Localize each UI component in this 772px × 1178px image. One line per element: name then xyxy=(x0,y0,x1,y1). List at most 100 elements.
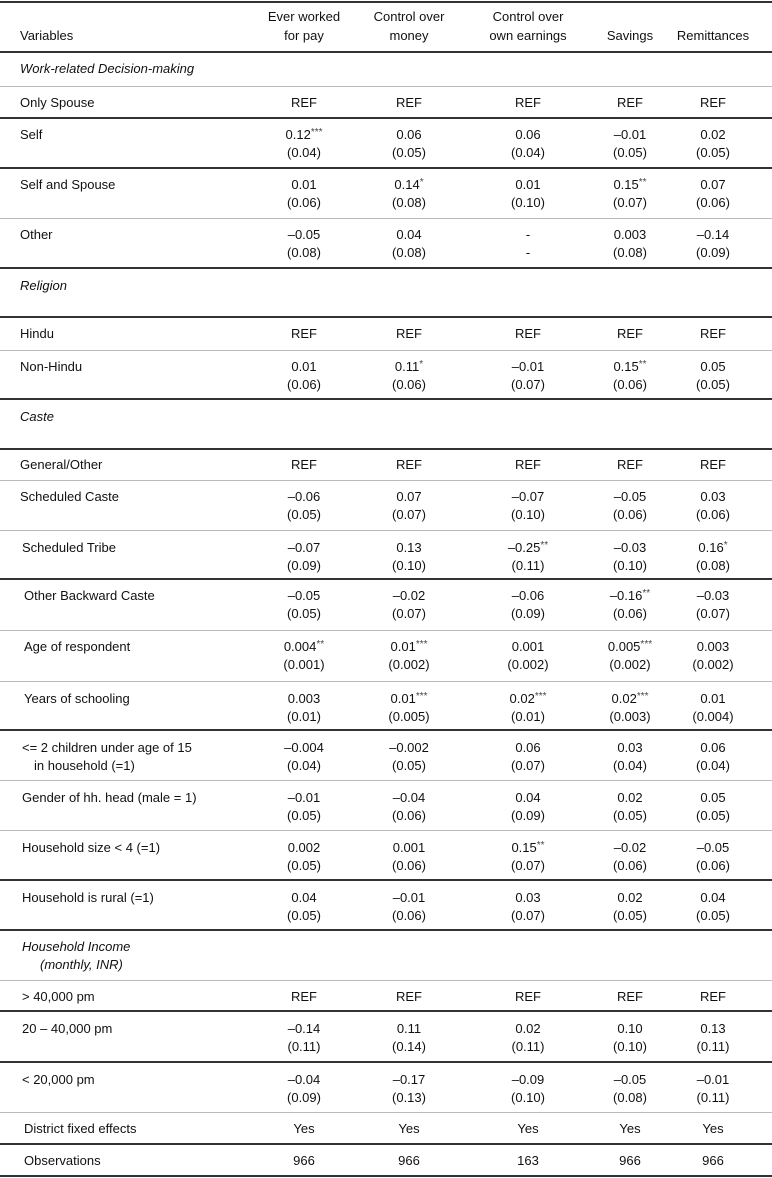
row-label-text: Other Backward Caste xyxy=(24,588,155,603)
section-header-row: Religion xyxy=(0,269,772,318)
row-label: 20 – 40,000 pm xyxy=(0,1012,253,1061)
coefficient: 966 xyxy=(398,1153,420,1168)
coefficient: 0.003 xyxy=(696,639,730,654)
coef-cell: 0.02*** (0.01) xyxy=(463,682,593,729)
coefficient: REF xyxy=(396,457,422,472)
coef-cell: –0.05 (0.05) xyxy=(253,580,355,630)
coefficient: 0.15 xyxy=(613,177,639,192)
coef-cell: 163 xyxy=(463,1145,593,1175)
coef-cell: 0.15** (0.06) xyxy=(593,351,667,398)
row-label: Scheduled Tribe xyxy=(0,531,253,578)
coef-cell: –0.05 (0.08) xyxy=(253,219,355,267)
coef-cell: 0.001 (0.06) xyxy=(355,831,463,879)
coefficient: 0.11 xyxy=(394,359,420,374)
coefficient: REF xyxy=(617,326,643,341)
row-label: Self and Spouse xyxy=(0,169,253,218)
standard-error: (0.05) xyxy=(696,377,730,392)
coefficient: 0.001 xyxy=(511,639,545,654)
header-line: Savings xyxy=(606,28,654,43)
header-line: Control over xyxy=(492,9,564,24)
coef-cell: –0.07 (0.10) xyxy=(463,481,593,530)
coefficient: REF xyxy=(617,989,643,1004)
table-row: Hindu REF REF REF REF REF xyxy=(0,318,772,351)
coefficient: Yes xyxy=(293,1121,315,1136)
standard-error: (0.04) xyxy=(511,145,545,160)
coef-cell: –0.03 (0.07) xyxy=(667,580,759,630)
header-line: Ever worked xyxy=(267,9,341,24)
coef-cell: 0.06 (0.05) xyxy=(355,119,463,167)
coefficient: 0.06 xyxy=(515,740,541,755)
coef-cell: –0.02 (0.06) xyxy=(593,831,667,879)
coef-cell: 0.02*** (0.003) xyxy=(593,682,667,729)
coef-cell: 0.04 (0.05) xyxy=(667,881,759,929)
table-row: Only Spouse REF REF REF REF REF xyxy=(0,87,772,119)
row-label-text: Household is rural (=1) xyxy=(22,890,154,905)
table-row: Other –0.05 (0.08) 0.04 (0.08) - -0.003 (0.08) –… xyxy=(0,219,772,269)
coefficient: –0.02 xyxy=(392,588,426,603)
coef-cell: 966 xyxy=(253,1145,355,1175)
standard-error: (0.07) xyxy=(511,908,545,923)
coef-cell: REF xyxy=(355,450,463,480)
significance-stars: ** xyxy=(638,359,647,370)
row-label: Gender of hh. head (male = 1) xyxy=(0,781,253,830)
header-variables: Variables xyxy=(0,3,253,51)
coef-cell: 966 xyxy=(355,1145,463,1175)
row-label-text: Scheduled Tribe xyxy=(22,540,116,555)
coef-cell: 0.12*** (0.04) xyxy=(253,119,355,167)
significance-stars: ** xyxy=(536,840,545,851)
row-label: > 40,000 pm xyxy=(0,981,253,1010)
coefficient: 163 xyxy=(517,1153,539,1168)
coef-cell: REF xyxy=(593,318,667,350)
header-col-2: Control over money xyxy=(355,3,463,51)
coefficient: 0.01 xyxy=(390,639,416,654)
coef-cell: 0.01 (0.06) xyxy=(253,351,355,398)
standard-error: (0.13) xyxy=(392,1090,426,1105)
coefficient: 0.01 xyxy=(390,691,416,706)
standard-error: (0.11) xyxy=(511,1039,545,1054)
coef-cell: REF xyxy=(463,318,593,350)
coef-cell: REF xyxy=(355,981,463,1010)
table-row: Years of schooling 0.003 (0.01) 0.01*** (0.0… xyxy=(0,682,772,731)
standard-error: (0.07) xyxy=(511,377,545,392)
coefficient: 0.03 xyxy=(700,489,726,504)
row-label-text: Scheduled Caste xyxy=(20,489,120,504)
coefficient: 0.10 xyxy=(617,1021,643,1036)
coef-cell: REF xyxy=(667,450,759,480)
coef-cell: –0.01 (0.06) xyxy=(355,881,463,929)
table-row: 20 – 40,000 pm –0.14 (0.11) 0.11 (0.14) 0.02 (… xyxy=(0,1012,772,1063)
header-col-5: Remittances xyxy=(667,3,759,51)
coef-cell: Yes xyxy=(253,1113,355,1143)
table-row: Household size < 4 (=1) 0.002 (0.05) 0.001 (… xyxy=(0,831,772,881)
significance-stars: * xyxy=(419,359,424,370)
coef-cell: 0.004** (0.001) xyxy=(253,631,355,681)
coef-cell: 0.05 (0.05) xyxy=(667,781,759,830)
standard-error: (0.07) xyxy=(511,758,545,773)
coef-cell: 0.15** (0.07) xyxy=(593,169,667,218)
row-label: General/Other xyxy=(0,450,253,480)
standard-error: (0.06) xyxy=(392,908,426,923)
standard-error: (0.004) xyxy=(692,709,734,724)
standard-error: (0.09) xyxy=(287,1090,321,1105)
coefficient: 0.02 xyxy=(617,890,643,905)
coef-cell: –0.004 (0.04) xyxy=(253,731,355,780)
coefficient: 0.01 xyxy=(700,691,726,706)
table-header-row: Variables Ever worked for pay Control ove… xyxy=(0,3,772,53)
coef-cell: REF xyxy=(667,981,759,1010)
coefficient: –0.06 xyxy=(287,489,321,504)
row-label: Other xyxy=(0,219,253,267)
coefficient: 0.04 xyxy=(291,890,317,905)
coefficient: 0.05 xyxy=(700,790,726,805)
coefficient: 0.01 xyxy=(291,177,317,192)
table-row: Other Backward Caste –0.05 (0.05) –0.02 (0.0… xyxy=(0,580,772,631)
standard-error: (0.04) xyxy=(287,758,321,773)
table-row: < 20,000 pm –0.04 (0.09) –0.17 (0.13) –0.09 (0… xyxy=(0,1063,772,1113)
coef-cell: –0.14 (0.11) xyxy=(253,1012,355,1061)
coef-cell: REF xyxy=(253,318,355,350)
coefficient: –0.16 xyxy=(609,588,643,603)
row-label-text: Age of respondent xyxy=(24,639,131,654)
coef-cell: Yes xyxy=(667,1113,759,1143)
coef-cell: –0.002 (0.05) xyxy=(355,731,463,780)
coefficient: 0.11 xyxy=(396,1021,422,1036)
coefficient: REF xyxy=(515,326,541,341)
coefficient: 0.13 xyxy=(396,540,422,555)
